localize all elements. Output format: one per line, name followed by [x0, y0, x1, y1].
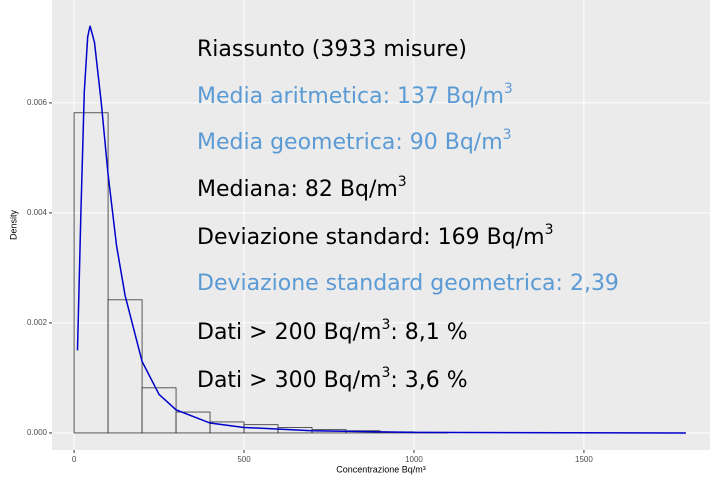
annotation-text: Dati > 200 Bq/m	[197, 320, 381, 345]
density-curve	[76, 25, 686, 434]
annotation-text: Deviazione standard: 169 Bq/m	[197, 225, 545, 250]
annotation: Deviazione standard geometrica: 2,39	[197, 271, 619, 296]
x-tick-label: 1000	[405, 455, 423, 464]
annotation: Dati > 200 Bq/m3: 8,1 %	[197, 317, 468, 345]
annotation: Deviazione standard: 169 Bq/m3	[197, 222, 553, 250]
x-tick-label: 0	[72, 455, 77, 464]
x-tick-label: 500	[237, 455, 251, 464]
annotation: Media geometrica: 90 Bq/m3	[197, 127, 512, 155]
bar	[73, 112, 109, 434]
superscript: 3	[503, 127, 512, 143]
annotation-text: Deviazione standard geometrica: 2,39	[197, 271, 619, 296]
annotation-text: Dati > 300 Bq/m	[197, 368, 381, 393]
panel	[52, 0, 710, 450]
superscript: 3	[504, 81, 513, 97]
marks	[73, 25, 686, 434]
y-tick-label: 0.000	[27, 428, 48, 437]
annotation-text: Media geometrica: 90 Bq/m	[197, 130, 503, 155]
annotation: Dati > 300 Bq/m3: 3,6 %	[197, 365, 468, 393]
y-axis-label: Density	[8, 209, 18, 240]
annotation-text: Mediana: 82 Bq/m	[197, 177, 398, 202]
y-tick-label: 0.006	[27, 98, 48, 107]
annotation-text: : 8,1 %	[390, 320, 467, 345]
annotations: Riassunto (3933 misure) Media aritmetica:…	[197, 37, 619, 393]
annotation: Mediana: 82 Bq/m3	[197, 174, 407, 202]
annotation-text: : 3,6 %	[390, 368, 467, 393]
superscript: 3	[381, 317, 390, 333]
annotation: Riassunto (3933 misure)	[197, 37, 467, 62]
superscript: 3	[398, 174, 407, 190]
annotation: Media aritmetica: 137 Bq/m3	[197, 81, 513, 109]
superscript: 3	[381, 365, 390, 381]
y-tick-label: 0.002	[27, 318, 48, 327]
annotation-text: Media aritmetica: 137 Bq/m	[197, 84, 504, 109]
x-tick-label: 1500	[575, 455, 593, 464]
bar	[107, 299, 143, 434]
annotation-text: Riassunto (3933 misure)	[197, 37, 467, 62]
superscript: 3	[545, 222, 554, 238]
x-axis-label: Concentrazione Bq/m³	[336, 464, 426, 474]
y-tick-label: 0.004	[27, 208, 48, 217]
